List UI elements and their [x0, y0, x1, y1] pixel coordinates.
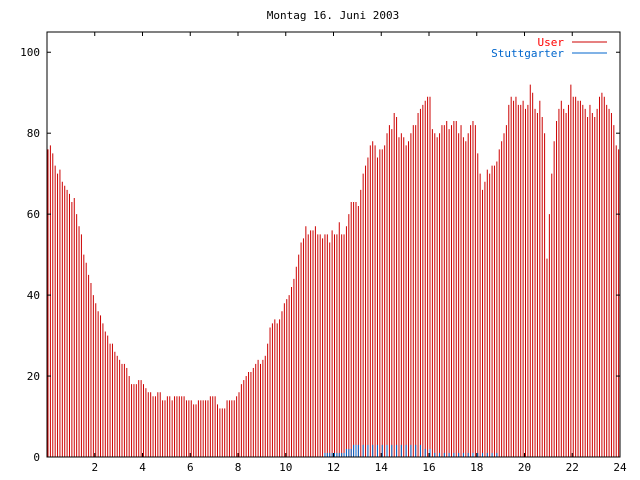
x-tick-label-4: 4	[139, 461, 146, 474]
y-axis: 0 20 40 60 80 100	[20, 46, 620, 464]
x-tick-label-16: 16	[422, 461, 435, 474]
y-tick-label-100: 100	[20, 46, 40, 59]
x-axis: 2 4 6 8 10 12 14 16 18 20 22 24	[91, 32, 627, 474]
y-tick-label-0: 0	[33, 451, 40, 464]
x-tick-label-6: 6	[187, 461, 194, 474]
x-tick-label-24: 24	[613, 461, 627, 474]
legend-stuttgarter-label: Stuttgarter	[491, 47, 564, 60]
legend: User Stuttgarter	[491, 36, 607, 60]
chart-title: Montag 16. Juni 2003	[267, 9, 399, 22]
x-tick-label-14: 14	[375, 461, 389, 474]
x-tick-label-8: 8	[235, 461, 242, 474]
plot-frame	[46, 31, 621, 458]
x-tick-label-10: 10	[279, 461, 292, 474]
legend-user-label: User	[538, 36, 565, 49]
y-tick-label-40: 40	[27, 289, 40, 302]
x-tick-label-20: 20	[518, 461, 531, 474]
y-tick-label-80: 80	[27, 127, 40, 140]
stuttgarter-bars	[324, 444, 498, 457]
user-bars	[47, 84, 620, 457]
x-tick-label-22: 22	[566, 461, 579, 474]
x-tick-label-12: 12	[327, 461, 340, 474]
y-tick-label-20: 20	[27, 370, 40, 383]
x-tick-label-18: 18	[470, 461, 483, 474]
y-tick-label-60: 60	[27, 208, 40, 221]
x-tick-label-2: 2	[91, 461, 98, 474]
